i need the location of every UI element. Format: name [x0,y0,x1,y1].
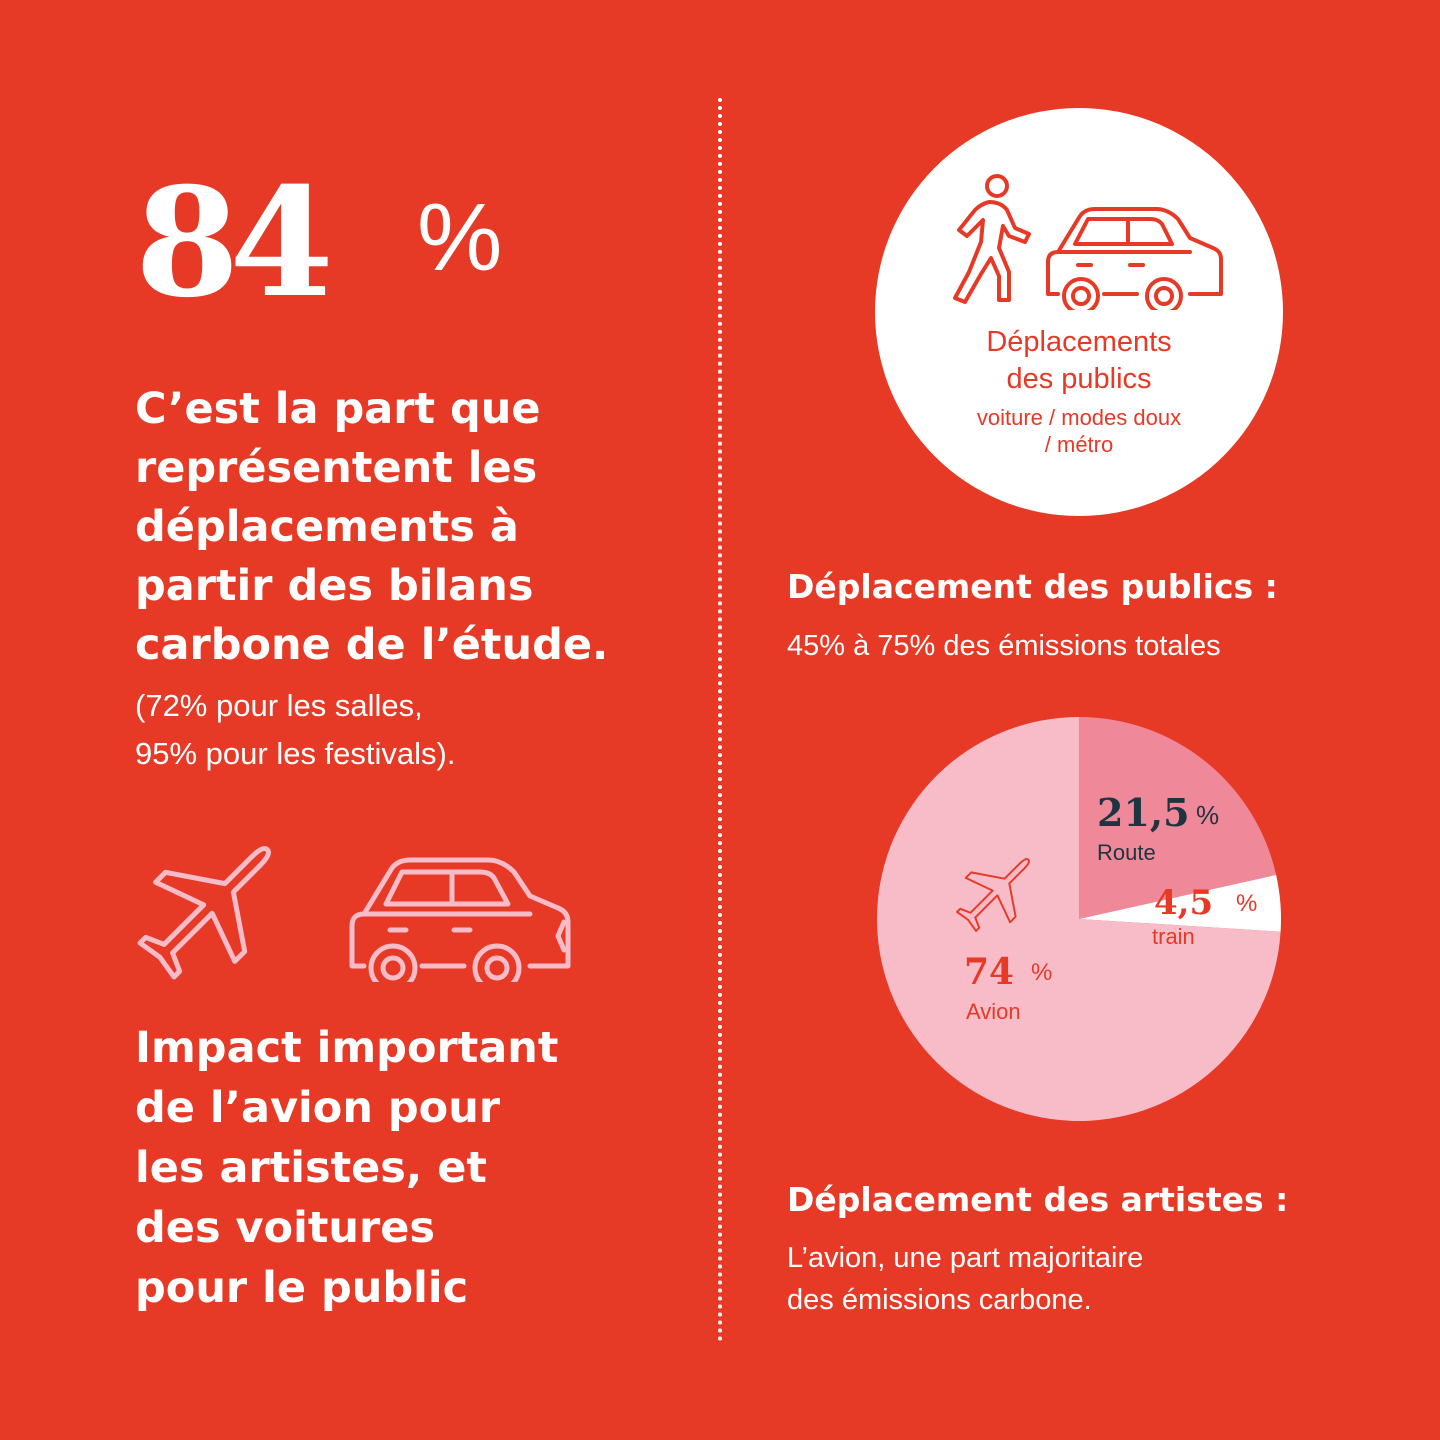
slice-label-avion: 74 % Avion [964,951,1052,1024]
slice-unit-avion: % [1031,959,1052,986]
big-statistic-number: 84 [135,155,334,331]
headline-line: déplacements à [135,502,519,552]
pie-slice-avion [876,717,1281,1121]
publics-section-title: Déplacement des publics : [787,567,1278,606]
publics-text-line: 45% à 75% des émissions totales [787,630,1221,662]
circle-sub-line: voiture / modes doux [976,405,1182,430]
subtext-line: (72% pour les salles, [135,688,423,723]
headline-line: carbone de l’étude. [135,620,609,670]
pie-slice-route [1079,717,1277,919]
headline-line: C’est la part que [135,384,541,434]
artistes-section-title: Déplacement des artistes : [787,1180,1289,1219]
slice-label-train: 4,5 % train [1152,883,1257,949]
impact-line: pour le public [135,1263,469,1313]
slice-name-train: train [1152,924,1195,949]
slice-unit-route: % [1196,800,1219,830]
big-statistic-percent: % [417,184,503,291]
circle-sub-line: / métro [1044,432,1114,457]
publics-section-text: 45% à 75% des émissions totales [787,625,1221,667]
transport-icons-svg [137,846,571,993]
slice-value-avion: 74 [964,951,1014,993]
headline-line: représentent les [135,443,538,493]
car-icon [1046,207,1223,315]
impact-line: les artistes, et [135,1143,487,1193]
publics-circle-subtitle: voiture / modes doux / métro [875,404,1283,458]
subtext-line: 95% pour les festivals). [135,736,456,771]
headline: C’est la part que représentent les dépla… [135,380,695,675]
airplane-icon [956,858,1030,932]
publics-circle-title: Déplacements des publics [875,324,1283,398]
car-icon [349,857,571,993]
slice-unit-train: % [1236,890,1257,917]
slice-value-train: 4,5 [1154,883,1213,923]
headline-subtext: (72% pour les salles, 95% pour les festi… [135,682,455,778]
airplane-icon [137,846,271,980]
pie-chart-svg: 21,5 % Route 4,5 % train 74 % Avion [876,717,1281,1121]
impact-line: des voitures [135,1203,435,1253]
circle-title-line: des publics [1006,363,1152,395]
dotted-divider [718,98,722,1342]
artists-pie-chart: 21,5 % Route 4,5 % train 74 % Avion [874,714,1284,1129]
publics-circle [875,108,1283,516]
publics-icons-svg [953,174,1223,315]
circle-title-line: Déplacements [986,326,1172,358]
walking-person-icon [953,174,1031,304]
artistes-section-text: L’avion, une part majoritaire des émissi… [787,1237,1143,1321]
transport-icons [130,822,590,993]
impact-statement: Impact important de l’avion pour les art… [135,1018,558,1318]
slice-name-route: Route [1097,840,1156,865]
slice-name-avion: Avion [966,999,1021,1024]
pie-slice-train [1079,874,1281,932]
artistes-text-line: L’avion, une part majoritaire [787,1242,1144,1274]
headline-line: partir des bilans [135,561,534,611]
impact-line: de l’avion pour [135,1083,501,1133]
impact-line: Impact important [135,1023,559,1073]
slice-value-route: 21,5 [1097,790,1190,835]
publics-icons [945,170,1235,315]
artistes-text-line: des émissions carbone. [787,1284,1092,1316]
slice-label-route: 21,5 % Route [1097,790,1219,865]
